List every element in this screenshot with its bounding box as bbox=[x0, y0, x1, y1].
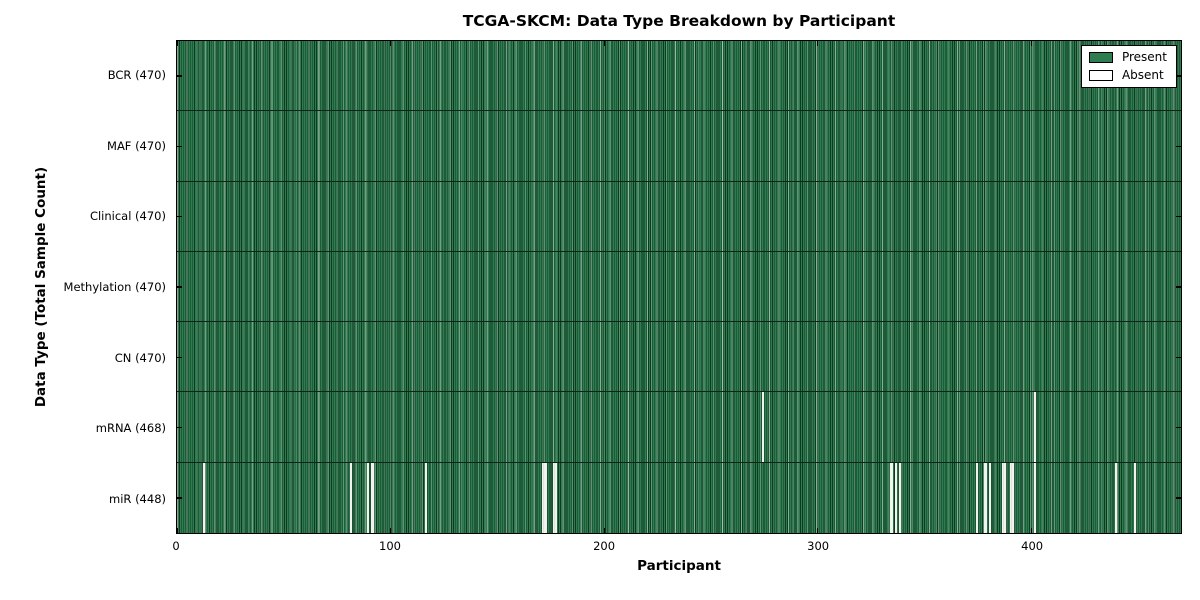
y-tick-right-miR bbox=[1176, 497, 1181, 499]
x-tick-top-200 bbox=[603, 41, 605, 46]
y-tick-left-Methylation bbox=[177, 286, 182, 288]
absent-mark-mRNA-401 bbox=[1033, 392, 1036, 462]
y-tick-label-mRNA: mRNA (468) bbox=[95, 421, 166, 436]
x-tick-bottom-300 bbox=[817, 528, 819, 533]
absent-mark-miR-391 bbox=[1012, 462, 1015, 533]
legend: Present Absent bbox=[1080, 45, 1177, 88]
absent-mark-miR-378 bbox=[984, 462, 987, 533]
y-tick-left-MAF bbox=[177, 145, 182, 148]
y-tick-label-miR: miR (448) bbox=[109, 491, 166, 506]
absent-mark-mRNA-274 bbox=[762, 392, 765, 462]
legend-item-absent: Absent bbox=[1088, 68, 1167, 82]
y-tick-right-BCR bbox=[1176, 75, 1181, 77]
heatmap-rows bbox=[177, 41, 1181, 533]
x-tick-label-400: 400 bbox=[1021, 539, 1044, 553]
row-Clinical bbox=[177, 181, 1181, 252]
absent-mark-miR-177 bbox=[555, 462, 558, 533]
y-tick-right-mRNA bbox=[1176, 426, 1181, 429]
absent-mark-miR-336 bbox=[894, 462, 897, 533]
absent-mark-miR-338 bbox=[898, 462, 902, 533]
x-tick-label-300: 300 bbox=[807, 539, 830, 553]
y-tick-label-CN: CN (470) bbox=[114, 350, 166, 365]
absent-mark-miR-176 bbox=[552, 462, 556, 533]
x-axis-label: Participant bbox=[637, 558, 721, 574]
absent-mark-miR-390 bbox=[1010, 462, 1013, 533]
x-tick-bottom-100 bbox=[389, 528, 392, 533]
absent-mark-miR-401 bbox=[1033, 462, 1036, 533]
x-tick-label-0: 0 bbox=[172, 539, 180, 553]
absent-mark-miR-116 bbox=[424, 462, 427, 533]
x-tick-top-0 bbox=[176, 41, 178, 46]
x-tick-label-200: 200 bbox=[593, 539, 616, 553]
absent-mark-miR-448 bbox=[1133, 462, 1137, 533]
y-tick-left-mRNA bbox=[177, 426, 182, 429]
y-tick-right-MAF bbox=[1176, 145, 1181, 148]
row-CN bbox=[177, 322, 1181, 393]
legend-label-absent: Absent bbox=[1121, 68, 1164, 82]
y-tick-label-Clinical: Clinical (470) bbox=[89, 209, 166, 224]
x-tick-bottom-400 bbox=[1030, 528, 1033, 533]
legend-item-present: Present bbox=[1088, 50, 1167, 64]
row-Methylation bbox=[177, 251, 1181, 323]
row-BCR bbox=[177, 41, 1181, 112]
absent-mark-miR-387 bbox=[1003, 462, 1006, 533]
y-tick-left-Clinical bbox=[177, 216, 182, 218]
present-swatch-icon bbox=[1088, 52, 1113, 63]
row-MAF bbox=[177, 111, 1181, 182]
absent-mark-miR-12 bbox=[202, 462, 205, 533]
absent-mark-miR-386 bbox=[1001, 462, 1004, 533]
y-tick-left-CN bbox=[177, 356, 182, 358]
absent-swatch-icon bbox=[1088, 70, 1113, 81]
legend-label-present: Present bbox=[1121, 50, 1167, 64]
absent-mark-miR-172 bbox=[544, 462, 547, 533]
y-tick-label-BCR: BCR (470) bbox=[107, 68, 166, 83]
y-tick-label-MAF: MAF (470) bbox=[107, 138, 166, 153]
chart-title: TCGA-SKCM: Data Type Breakdown by Partic… bbox=[462, 12, 896, 30]
y-tick-left-miR bbox=[177, 497, 182, 499]
x-tick-label-100: 100 bbox=[379, 539, 401, 553]
plot-area: Present Absent bbox=[176, 40, 1182, 534]
absent-mark-miR-171 bbox=[542, 462, 545, 533]
row-mRNA bbox=[177, 392, 1181, 463]
y-tick-right-CN bbox=[1176, 356, 1181, 358]
x-tick-top-100 bbox=[389, 41, 392, 46]
absent-mark-miR-439 bbox=[1114, 462, 1117, 533]
y-tick-right-Clinical bbox=[1176, 216, 1181, 218]
absent-mark-miR-81 bbox=[349, 462, 353, 533]
y-tick-left-BCR bbox=[177, 75, 182, 77]
absent-mark-miR-334 bbox=[890, 462, 893, 533]
absent-mark-miR-89 bbox=[367, 462, 370, 533]
y-tick-right-Methylation bbox=[1176, 286, 1181, 288]
absent-mark-miR-380 bbox=[988, 462, 991, 533]
y-tick-label-Methylation: Methylation (470) bbox=[63, 280, 166, 294]
x-tick-top-400 bbox=[1030, 41, 1033, 46]
absent-mark-miR-91 bbox=[371, 462, 374, 533]
absent-mark-miR-374 bbox=[975, 462, 979, 533]
row-miR bbox=[177, 462, 1181, 533]
x-tick-bottom-200 bbox=[603, 528, 605, 533]
x-tick-top-300 bbox=[817, 41, 819, 46]
x-tick-bottom-0 bbox=[176, 528, 178, 533]
